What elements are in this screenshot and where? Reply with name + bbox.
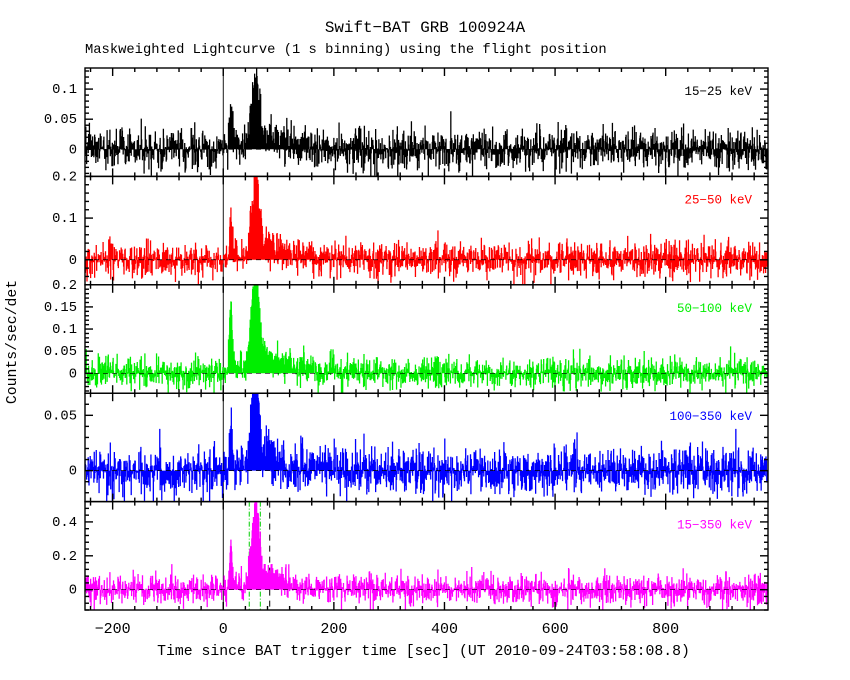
svg-text:Maskweighted Lightcurve (1 s b: Maskweighted Lightcurve (1 s binning) us…	[85, 42, 607, 58]
svg-text:Time since BAT trigger time [s: Time since BAT trigger time [sec] (UT 20…	[157, 644, 690, 660]
svg-text:15−25 keV: 15−25 keV	[684, 85, 752, 99]
svg-text:−200: −200	[95, 621, 131, 638]
svg-text:0.2: 0.2	[52, 170, 77, 185]
svg-text:400: 400	[431, 621, 458, 638]
svg-text:0.2: 0.2	[52, 550, 77, 565]
svg-text:Counts/sec/det: Counts/sec/det	[5, 280, 21, 404]
svg-text:0: 0	[219, 621, 228, 638]
svg-text:100−350 keV: 100−350 keV	[669, 410, 752, 424]
svg-text:0: 0	[69, 465, 77, 480]
svg-text:0.1: 0.1	[52, 212, 77, 227]
svg-text:800: 800	[652, 621, 679, 638]
svg-text:600: 600	[542, 621, 569, 638]
svg-text:50−100 keV: 50−100 keV	[677, 302, 753, 316]
svg-text:15−350 keV: 15−350 keV	[677, 519, 753, 533]
svg-text:0.05: 0.05	[44, 113, 77, 128]
svg-text:200: 200	[320, 621, 347, 638]
svg-text:0: 0	[69, 584, 77, 599]
svg-text:0: 0	[69, 254, 77, 269]
svg-text:0.1: 0.1	[52, 83, 77, 98]
svg-text:Swift−BAT GRB 100924A: Swift−BAT GRB 100924A	[325, 19, 526, 37]
svg-text:25−50 keV: 25−50 keV	[684, 193, 752, 207]
svg-text:0: 0	[69, 143, 77, 158]
svg-text:0.1: 0.1	[52, 323, 77, 338]
svg-text:0.05: 0.05	[44, 345, 77, 360]
svg-text:0.15: 0.15	[44, 301, 77, 316]
svg-text:0: 0	[69, 367, 77, 382]
svg-text:0.4: 0.4	[52, 516, 77, 531]
svg-text:0.05: 0.05	[44, 409, 77, 424]
svg-text:0.2: 0.2	[52, 279, 77, 294]
